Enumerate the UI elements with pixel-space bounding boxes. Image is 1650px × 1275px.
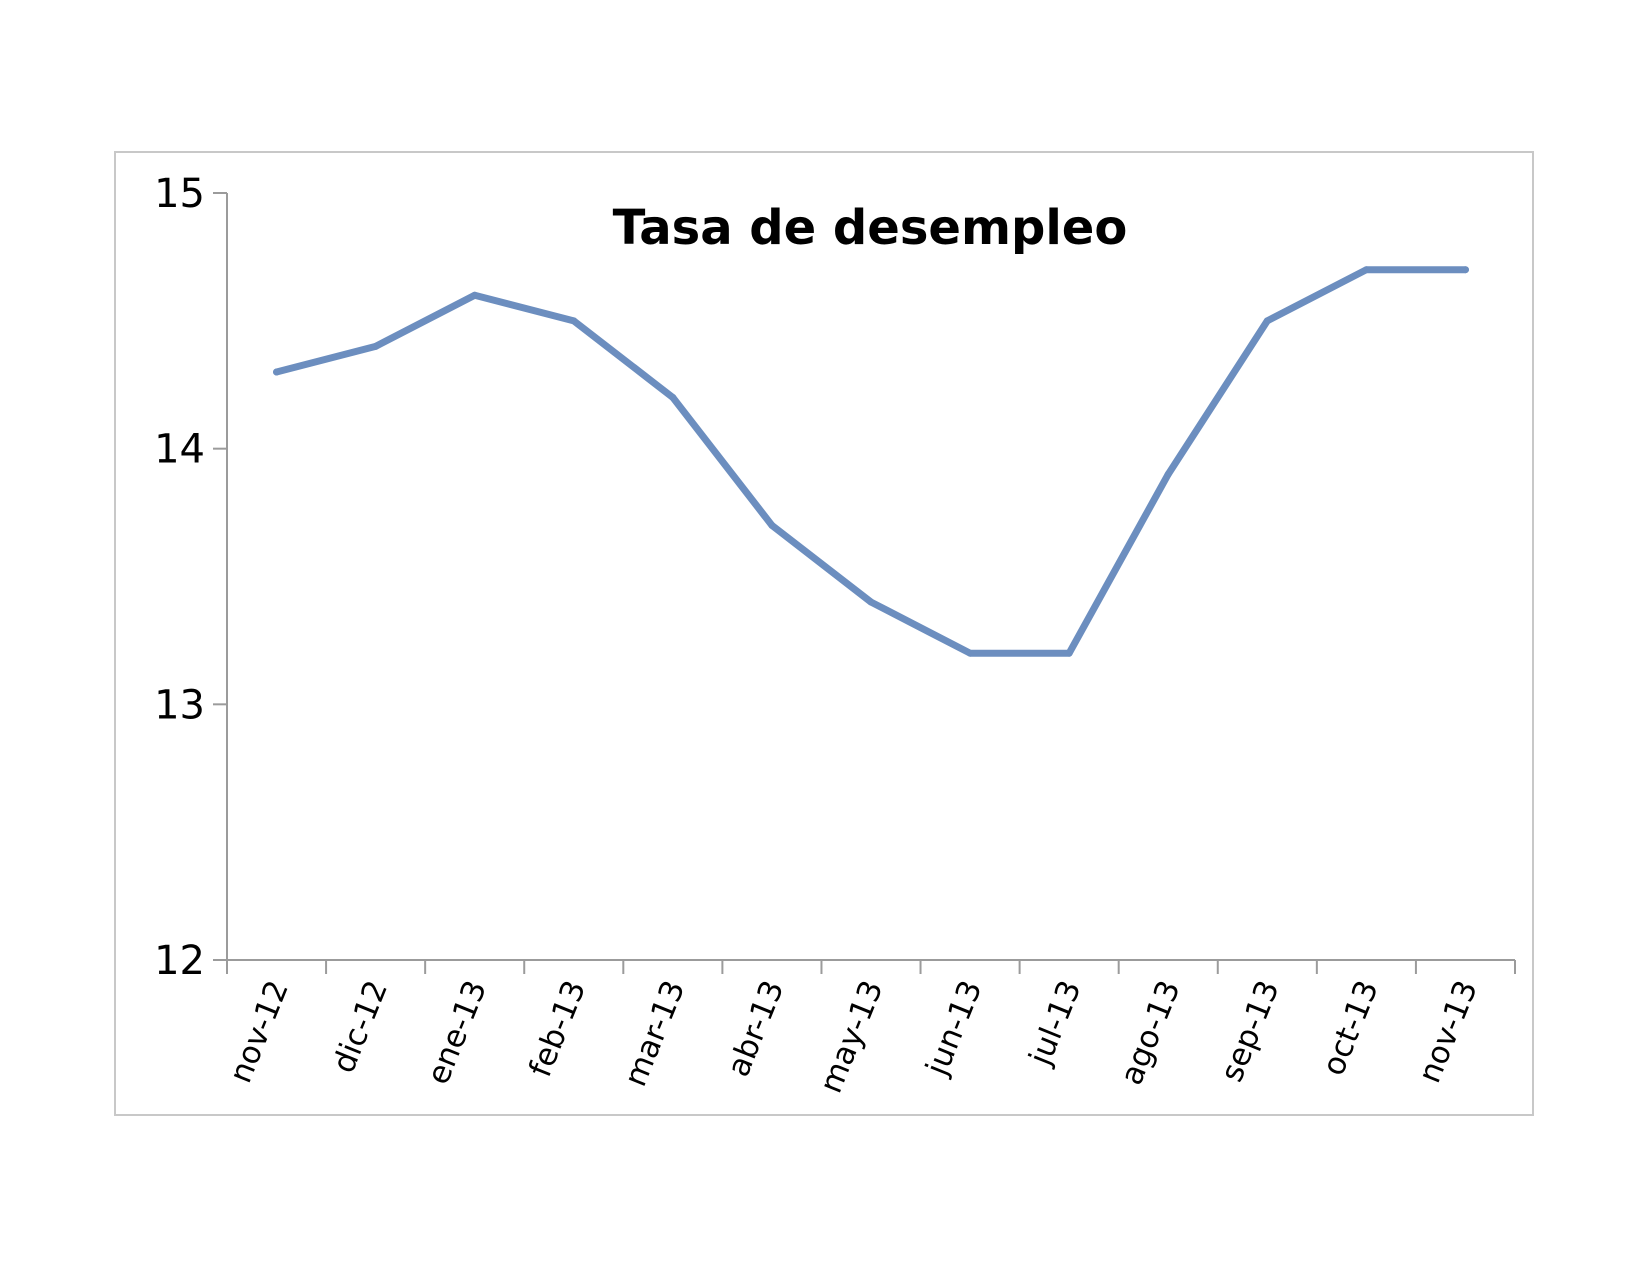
data-point (372, 342, 380, 350)
y-tick-label: 15 (154, 171, 205, 217)
data-point (1065, 649, 1073, 657)
data-point (1263, 317, 1271, 325)
x-tick-label: feb-13 (522, 976, 593, 1082)
data-point (471, 291, 479, 299)
x-tick-label: jun-13 (919, 976, 990, 1082)
x-tick-label: dic-12 (326, 976, 395, 1078)
y-tick-label: 13 (154, 682, 205, 728)
x-tick-label: mar-13 (617, 976, 692, 1092)
x-tick-label: ago-13 (1113, 976, 1187, 1090)
chart-title: Tasa de desempleo (613, 200, 1128, 256)
data-point (1164, 470, 1172, 478)
y-tick-label: 14 (154, 427, 205, 473)
series-layer (273, 266, 1469, 657)
chart-frame (114, 151, 1534, 1116)
x-tick-label: sep-13 (1214, 976, 1287, 1087)
x-tick-label: oct-13 (1315, 976, 1385, 1081)
data-point (273, 368, 281, 376)
y-tick-label: 12 (154, 938, 205, 984)
data-point (669, 394, 677, 402)
data-point (768, 521, 776, 529)
x-tick-label: jul-13 (1022, 976, 1089, 1072)
data-point (1461, 266, 1469, 274)
data-point (966, 649, 974, 657)
x-tick-label: abr-13 (720, 976, 791, 1082)
data-point (1362, 266, 1370, 274)
x-tick-label: ene-13 (420, 976, 494, 1090)
data-point (867, 598, 875, 606)
axes (213, 192, 1516, 974)
data-point (570, 317, 578, 325)
x-tick-label: nov-12 (223, 976, 296, 1088)
x-tick-label: may-13 (813, 976, 890, 1099)
x-tick-label: nov-13 (1412, 976, 1485, 1088)
series-line (273, 266, 1469, 657)
